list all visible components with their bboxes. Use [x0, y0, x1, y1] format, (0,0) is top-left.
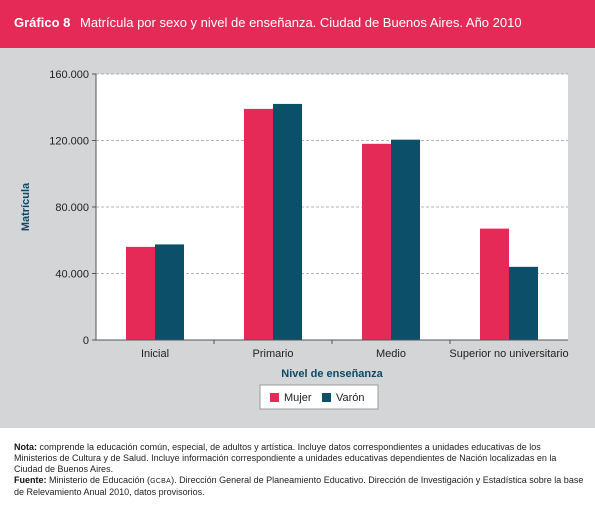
- x-tick-label: Medio: [376, 348, 406, 360]
- x-axis-ticks: Inicial Primario Medio Superior no universi…: [141, 340, 569, 360]
- legend-swatch-mujer: [270, 393, 279, 402]
- legend: Mujer Varón: [259, 384, 379, 410]
- y-tick-label: 80.000: [55, 202, 89, 214]
- grid-lines: [96, 73, 568, 274]
- bar-mujer-0: [126, 246, 155, 340]
- fuente-label: Fuente:: [14, 475, 47, 485]
- bar-varon-3: [509, 266, 538, 340]
- chart-title: Matrícula por sexo y nivel de enseñanza.…: [80, 15, 522, 30]
- bar-varon-1: [273, 103, 302, 340]
- fuente-abbr: GCBA: [150, 478, 172, 485]
- fuente-text-2: ). Dirección General de Planeamiento Edu…: [14, 475, 584, 497]
- legend-box: [259, 384, 379, 410]
- bars: [126, 103, 538, 340]
- chart-header: Gráfico 8 Matrícula por sexo y nivel de …: [0, 0, 595, 48]
- bar-varon-0: [155, 244, 184, 340]
- bar-varon-2: [391, 139, 420, 340]
- legend-label-varon: Varón: [336, 392, 365, 404]
- y-axis-ticks: 0 40.000 80.000 120.000 160.000: [49, 69, 568, 347]
- chart-panel: 0 40.000 80.000 120.000 160.000 Inicial Prima…: [0, 48, 595, 428]
- y-tick-label: 120.000: [49, 136, 89, 148]
- legend-swatch-varon: [322, 393, 331, 402]
- y-axis-title: Matrícula: [20, 182, 32, 231]
- bar-chart: 0 40.000 80.000 120.000 160.000 Inicial Prima…: [20, 69, 569, 410]
- y-tick-label: 0: [83, 335, 89, 347]
- fuente-text-1: Ministerio de Educación (: [46, 475, 151, 485]
- x-axis-title: Nivel de enseñanza: [281, 368, 383, 380]
- x-tick-label: Inicial: [141, 348, 169, 360]
- bar-mujer-1: [244, 108, 273, 340]
- chart-footer: Nota: comprende la educación común, espe…: [0, 428, 595, 518]
- bar-mujer-3: [480, 228, 509, 340]
- y-tick-label: 40.000: [55, 269, 89, 281]
- legend-label-mujer: Mujer: [284, 392, 312, 404]
- nota-text: comprende la educación común, especial, …: [14, 442, 557, 474]
- x-tick-label: Primario: [253, 348, 294, 360]
- footnotes: Nota: comprende la educación común, espe…: [14, 442, 584, 498]
- bar-mujer-2: [362, 143, 391, 340]
- chart-number: Gráfico 8: [14, 15, 71, 30]
- y-tick-label: 160.000: [49, 69, 89, 81]
- nota-label: Nota:: [14, 442, 37, 452]
- x-tick-label: Superior no universitario: [449, 348, 568, 360]
